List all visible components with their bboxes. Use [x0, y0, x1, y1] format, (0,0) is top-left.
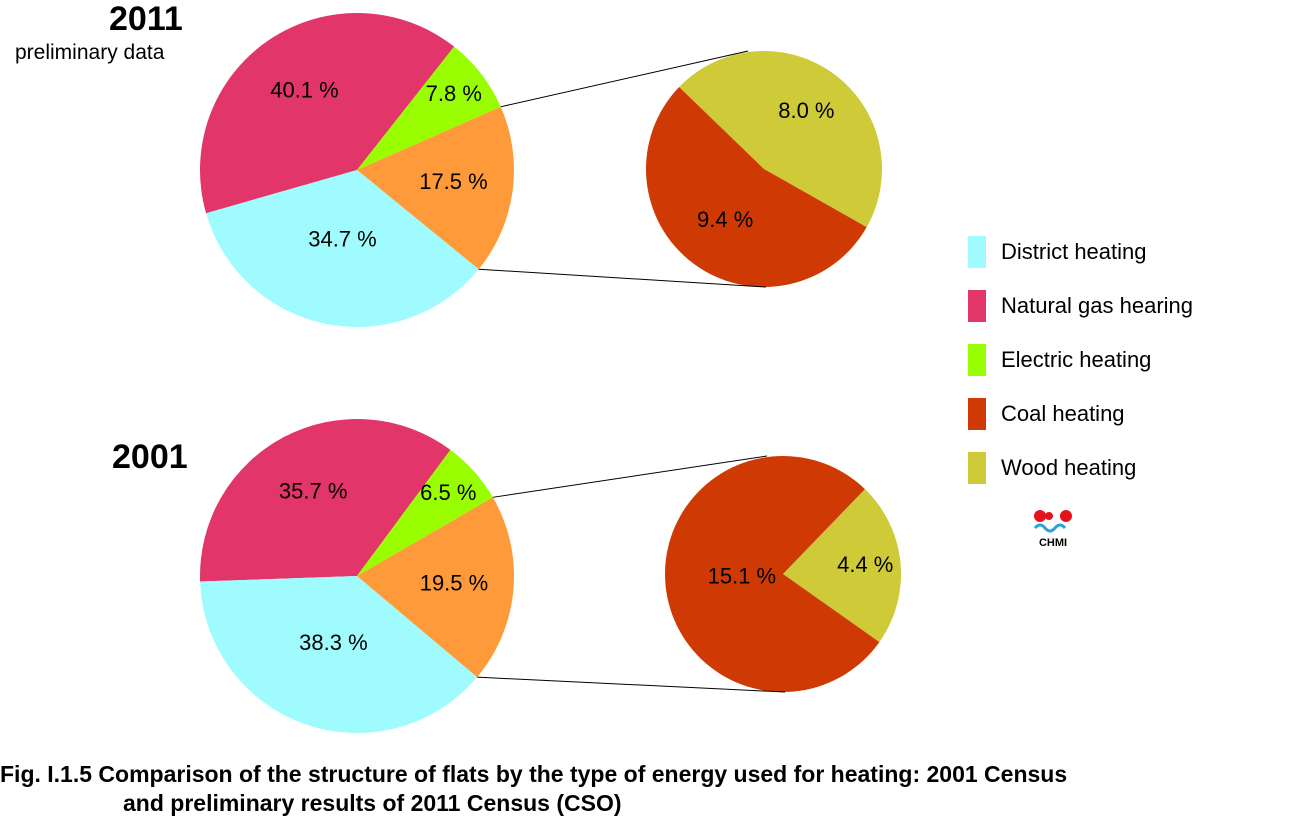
connector-2001-bottom: [477, 676, 786, 693]
legend-label: District heating: [1001, 239, 1147, 264]
breakdown-2001-label-coal: 15.1 %: [708, 564, 777, 589]
pie-2011-slice-gas: [199, 13, 455, 214]
pie-2011-slice-electric: [357, 46, 501, 170]
pie-2011-label-other: 17.5 %: [419, 169, 488, 194]
chmi-logo: CHMI: [1033, 510, 1072, 549]
breakdown-2011-slice-coal: [645, 87, 867, 288]
pie-2001-label-electric: 6.5 %: [420, 480, 476, 505]
legend-swatch: [968, 452, 986, 484]
chart-canvas: 40.1 % 7.8 % 17.5 % 34.7 % 8.0 % 9.4 % 35.7 % 6…: [199, 13, 902, 733]
pie-2011-label-district: 34.7 %: [308, 227, 377, 252]
breakdown-2011-label-wood: 8.0 %: [778, 98, 834, 123]
breakdown-2001-slice-wood: [783, 489, 902, 643]
connector-2001-top: [492, 455, 768, 498]
legend-swatch: [968, 236, 986, 268]
breakdown-2001-slice-coal: [665, 456, 880, 693]
pie-2001-slice-gas: [200, 419, 451, 582]
legend-swatch: [968, 344, 986, 376]
chart-subtitle-2011: preliminary data: [15, 41, 165, 64]
connector-2011-top: [500, 50, 749, 108]
legend-item-coal: Coal heating: [968, 398, 1193, 430]
pie-2001-label-gas: 35.7 %: [279, 478, 348, 503]
caption-line-1: Fig. I.1.5 Comparison of the structure o…: [0, 761, 1068, 787]
legend-swatch: [968, 398, 986, 430]
chart-title-2011: 2011: [109, 0, 183, 38]
pie-2011-label-electric: 7.8 %: [426, 81, 482, 106]
legend-label: Wood heating: [1001, 455, 1137, 480]
breakdown-2001-label-wood: 4.4 %: [837, 552, 893, 577]
pie-2001-slice-electric: [357, 449, 493, 576]
pie-2001-slice-district: [200, 576, 478, 733]
pie-2011-slice-other: [357, 106, 514, 270]
pie-2011-slice-district: [206, 170, 479, 328]
pie-2001-slice-other: [357, 497, 515, 678]
caption-line-2: and preliminary results of 2011 Census (…: [123, 790, 622, 816]
connector-2011-bottom: [478, 268, 767, 288]
breakdown-2011-slice-wood: [679, 51, 882, 228]
legend-label: Electric heating: [1001, 347, 1152, 372]
breakdown-2011-label-coal: 9.4 %: [697, 207, 753, 232]
legend-label: Coal heating: [1001, 401, 1125, 426]
pie-2001-label-other: 19.5 %: [420, 570, 489, 595]
legend-item-electric: Electric heating: [968, 344, 1193, 376]
pie-2001-label-district: 38.3 %: [299, 630, 368, 655]
legend-swatch: [968, 290, 986, 322]
legend-label: Natural gas hearing: [1001, 293, 1194, 318]
legend-item-wood: Wood heating: [968, 452, 1193, 484]
figure-caption: Fig. I.1.5 Comparison of the structure o…: [0, 760, 1295, 818]
legend-item-gas: Natural gas hearing: [968, 290, 1193, 322]
legend: District heating Natural gas hearing Ele…: [968, 236, 1193, 506]
legend-item-district: District heating: [968, 236, 1193, 268]
svg-text:CHMI: CHMI: [1039, 537, 1067, 549]
chart-title-2001: 2001: [112, 438, 188, 476]
pie-2011-label-gas: 40.1 %: [270, 78, 339, 103]
